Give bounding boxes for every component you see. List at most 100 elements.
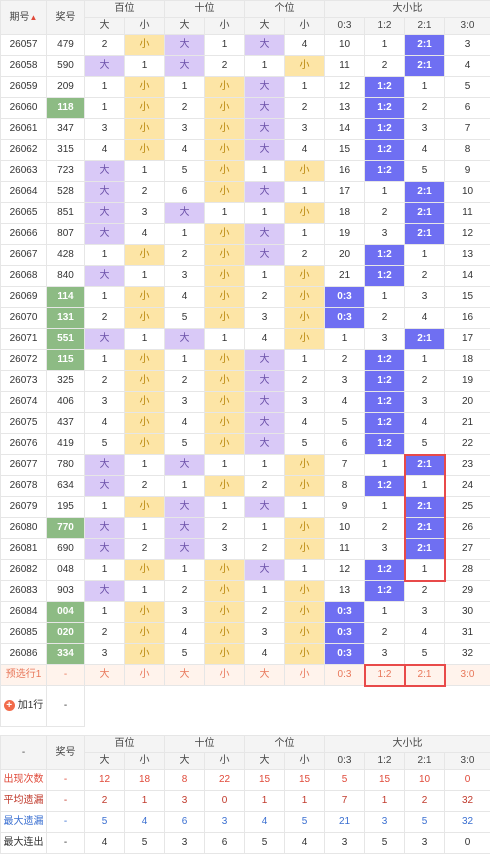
- tens-small-cell: 小: [204, 76, 245, 98]
- stats-cell: 1: [124, 790, 165, 812]
- stats-cell: 2: [404, 790, 445, 812]
- number-cell: 551: [46, 328, 85, 350]
- preselect-cell[interactable]: 大: [84, 664, 125, 686]
- ratio-cell: 31: [444, 622, 490, 644]
- issue-cell: 26085: [0, 622, 47, 644]
- draw-row: 26064 528 大 2 6 小大 1 17 1 2:1 10: [0, 181, 490, 203]
- ratio-cell: 8: [444, 139, 490, 161]
- ratio-cell: 2: [404, 265, 445, 287]
- ratio-cell: 12: [324, 559, 365, 581]
- hundreds-small-cell: 2: [124, 538, 165, 560]
- tens-big-cell: 5: [164, 307, 205, 329]
- preselect-cell[interactable]: 大: [164, 664, 205, 686]
- units-small-cell: 小: [284, 328, 325, 350]
- preselect-cell[interactable]: 小: [124, 664, 165, 686]
- ratio-cell: 1:2: [364, 433, 405, 455]
- hundreds-small-cell: 小: [124, 391, 165, 413]
- units-small-cell: 1: [284, 181, 325, 203]
- tens-header: 十位: [164, 0, 245, 18]
- units-small-cell: 小: [284, 55, 325, 77]
- issue-cell: 26065: [0, 202, 47, 224]
- ratio-cell: 1:2: [364, 265, 405, 287]
- stats-cell: 6: [204, 832, 245, 854]
- ratio-cell: 1: [364, 181, 405, 203]
- hundreds-big-cell: 1: [84, 286, 125, 308]
- draw-row: 26061 347 3 小 3 小大 3 14 1:2 3 7: [0, 118, 490, 140]
- hundreds-small-cell: 小: [124, 622, 165, 644]
- preselect-cell[interactable]: 大: [244, 664, 285, 686]
- stats-cell: 15: [364, 769, 405, 791]
- small-label: 小: [284, 752, 325, 770]
- ratio-cell: 1:2: [364, 412, 405, 434]
- add-row-button[interactable]: + 加1行: [0, 685, 47, 727]
- ratio-label: 3:0: [444, 752, 490, 770]
- units-small-cell: 小: [284, 202, 325, 224]
- ratio-cell: 5: [404, 643, 445, 665]
- hundreds-small-cell: 1: [124, 517, 165, 539]
- preselect-cell[interactable]: 小: [204, 664, 245, 686]
- units-small-cell: 3: [284, 391, 325, 413]
- stats-cell: 12: [84, 769, 125, 791]
- ratio-cell: 12: [444, 223, 490, 245]
- units-big-cell: 1: [244, 454, 285, 476]
- hundreds-big-cell: 1: [84, 97, 125, 119]
- ratio-cell: 1: [364, 454, 405, 476]
- preselect-cell[interactable]: 0:3: [324, 664, 365, 686]
- stats-cell: 5: [364, 832, 405, 854]
- draw-row: 26085 020 2 小 4 小 3 小 0:3 2 4 31: [0, 622, 490, 644]
- draw-row: 26065 851 大 3 大 1 1 小 18 2 2:1 11: [0, 202, 490, 224]
- hundreds-big-cell: 大: [84, 202, 125, 224]
- small-label: 小: [124, 17, 165, 35]
- units-small-cell: 1: [284, 223, 325, 245]
- draw-row: 26062 315 4 小 4 小大 4 15 1:2 4 8: [0, 139, 490, 161]
- units-small-cell: 小: [284, 475, 325, 497]
- stats-cell: 8: [164, 769, 205, 791]
- ratio-cell: 27: [444, 538, 490, 560]
- ratio-cell: 17: [444, 328, 490, 350]
- stats-label: 出现次数: [0, 769, 47, 791]
- ratio-cell: 14: [444, 265, 490, 287]
- preselect-cell[interactable]: 小: [284, 664, 325, 686]
- ratio-cell: 1:2: [364, 349, 405, 371]
- preselect-cell[interactable]: 2:1: [404, 664, 445, 686]
- tens-small-cell: 小: [204, 412, 245, 434]
- ratio-cell: 1:2: [364, 580, 405, 602]
- stats-cell: 3: [404, 832, 445, 854]
- hundreds-small-cell: 小: [124, 433, 165, 455]
- ratio-cell: 5: [324, 412, 365, 434]
- tens-big-cell: 大: [164, 55, 205, 77]
- units-big-cell: 1: [244, 202, 285, 224]
- add-row: + 加1行 -: [0, 685, 490, 727]
- units-small-cell: 2: [284, 244, 325, 266]
- draw-row: 26063 723 大 1 5 小 1 小 16 1:2 5 9: [0, 160, 490, 182]
- hundreds-big-cell: 1: [84, 559, 125, 581]
- sort-icon[interactable]: ▲: [29, 12, 38, 22]
- tens-small-cell: 小: [204, 580, 245, 602]
- number-cell: 115: [46, 349, 85, 371]
- ratio-cell: 18: [324, 202, 365, 224]
- units-small-cell: 1: [284, 559, 325, 581]
- big-label: 大: [164, 17, 205, 35]
- tens-big-cell: 5: [164, 643, 205, 665]
- issue-cell: 26057: [0, 34, 47, 56]
- preselect-row[interactable]: 预选行1 - 大 小 大 小 大 小 0:3 1:2 2:1 3:0: [0, 664, 490, 686]
- units-small-cell: 小: [284, 622, 325, 644]
- tens-small-cell: 小: [204, 643, 245, 665]
- tens-big-cell: 1: [164, 223, 205, 245]
- ratio-cell: 23: [444, 454, 490, 476]
- tens-small-cell: 小: [204, 118, 245, 140]
- ratio-cell: 16: [444, 307, 490, 329]
- ratio-cell: 22: [444, 433, 490, 455]
- issue-cell: 26072: [0, 349, 47, 371]
- preselect-cell[interactable]: 1:2: [364, 664, 405, 686]
- issue-header[interactable]: 期号▲: [0, 0, 47, 35]
- stats-label: 最大遗漏: [0, 811, 47, 833]
- tens-big-cell: 大: [164, 454, 205, 476]
- hundreds-big-cell: 1: [84, 76, 125, 98]
- ratio-label: 3:0: [444, 17, 490, 35]
- preselect-cell[interactable]: 3:0: [444, 664, 490, 686]
- number-cell: 419: [46, 433, 85, 455]
- units-big-cell: 1: [244, 517, 285, 539]
- hundreds-big-cell: 大: [84, 160, 125, 182]
- ratio-cell: 1: [404, 244, 445, 266]
